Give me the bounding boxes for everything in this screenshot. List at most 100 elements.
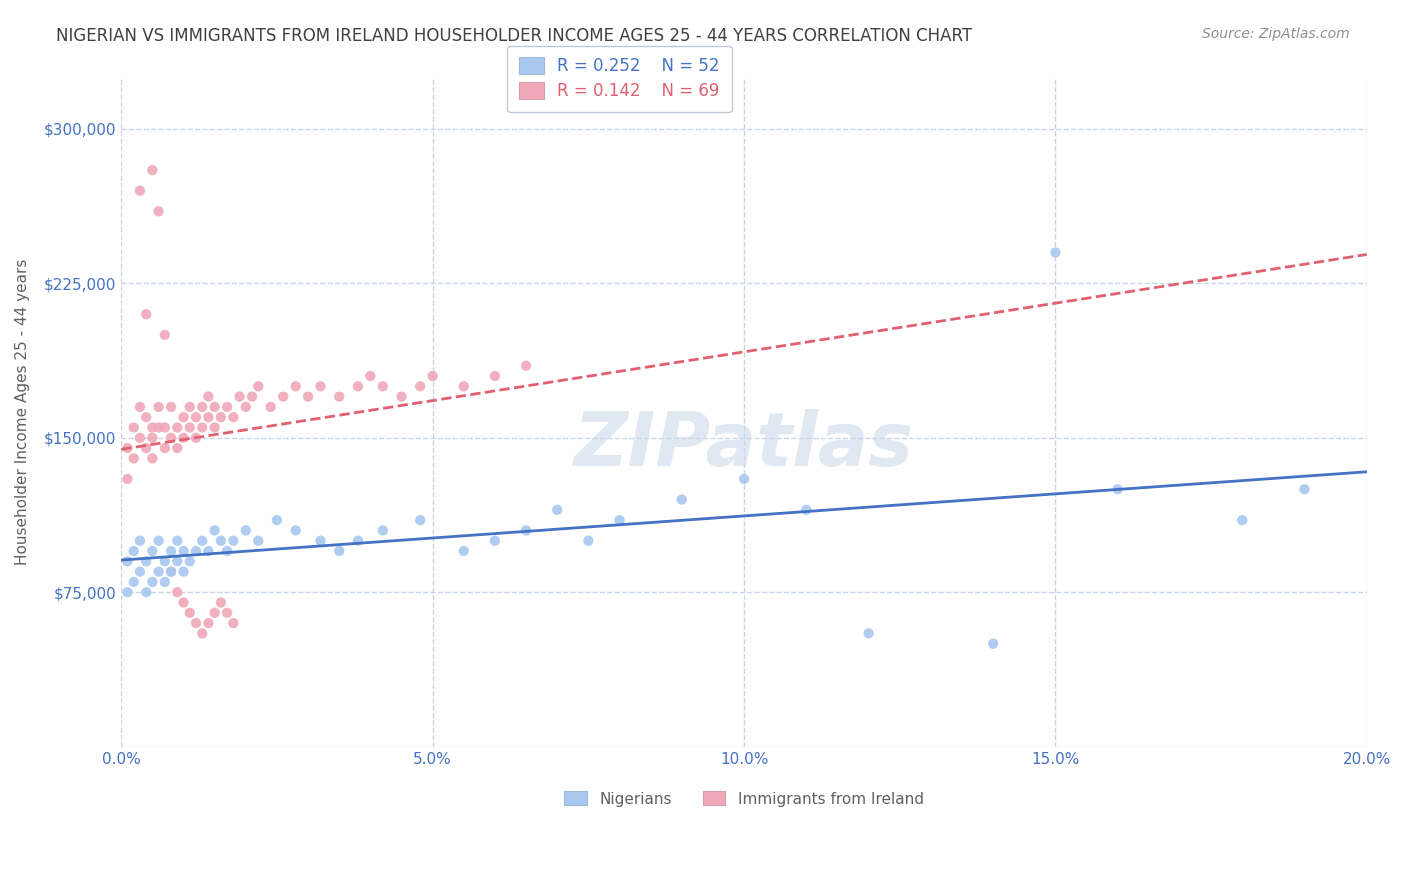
Point [409, 379, 432, 393]
Point [197, 410, 219, 425]
Point [153, 554, 176, 568]
Point [135, 410, 157, 425]
Point [160, 544, 183, 558]
Point [284, 379, 307, 393]
Y-axis label: Householder Income Ages 25 - 44 years: Householder Income Ages 25 - 44 years [15, 259, 30, 566]
Text: NIGERIAN VS IMMIGRANTS FROM IRELAND HOUSEHOLDER INCOME AGES 25 - 44 YEARS CORREL: NIGERIAN VS IMMIGRANTS FROM IRELAND HOUS… [56, 27, 973, 45]
Point [309, 379, 332, 393]
Point [191, 533, 214, 548]
Point [141, 544, 163, 558]
Point [129, 184, 152, 198]
Point [166, 420, 188, 434]
Point [204, 524, 226, 538]
Point [135, 307, 157, 321]
Point [117, 554, 139, 568]
Point [371, 379, 394, 393]
Point [135, 554, 157, 568]
Point [309, 533, 332, 548]
Point [191, 400, 214, 414]
Point [153, 327, 176, 342]
Point [546, 503, 568, 517]
Point [484, 533, 506, 548]
Point [122, 420, 145, 434]
Point [191, 626, 214, 640]
Point [235, 400, 257, 414]
Point [122, 544, 145, 558]
Point [858, 626, 880, 640]
Point [484, 369, 506, 384]
Point [153, 574, 176, 589]
Point [117, 585, 139, 599]
Point [184, 431, 207, 445]
Point [166, 441, 188, 455]
Point [135, 441, 157, 455]
Point [515, 359, 537, 373]
Point [148, 565, 170, 579]
Point [148, 204, 170, 219]
Point [173, 410, 195, 425]
Point [1294, 482, 1316, 496]
Point [671, 492, 693, 507]
Point [153, 420, 176, 434]
Point [260, 400, 283, 414]
Point [141, 420, 163, 434]
Point [209, 533, 232, 548]
Point [148, 400, 170, 414]
Point [184, 544, 207, 558]
Point [184, 410, 207, 425]
Point [166, 533, 188, 548]
Text: ZIPatlas: ZIPatlas [574, 409, 914, 482]
Point [129, 400, 152, 414]
Point [122, 451, 145, 466]
Point [1107, 482, 1129, 496]
Point [209, 595, 232, 609]
Point [347, 533, 370, 548]
Point [197, 544, 219, 558]
Point [204, 400, 226, 414]
Point [141, 451, 163, 466]
Point [173, 595, 195, 609]
Point [247, 379, 270, 393]
Point [1045, 245, 1067, 260]
Point [209, 410, 232, 425]
Point [179, 420, 201, 434]
Text: Source: ZipAtlas.com: Source: ZipAtlas.com [1202, 27, 1350, 41]
Point [453, 544, 475, 558]
Point [453, 379, 475, 393]
Point [141, 574, 163, 589]
Point [204, 606, 226, 620]
Point [148, 420, 170, 434]
Point [217, 400, 239, 414]
Point [160, 431, 183, 445]
Point [166, 554, 188, 568]
Point [166, 585, 188, 599]
Point [222, 616, 245, 631]
Point [141, 163, 163, 178]
Point [981, 637, 1004, 651]
Point [391, 390, 413, 404]
Point [228, 390, 250, 404]
Point [160, 565, 183, 579]
Point [222, 533, 245, 548]
Point [359, 369, 381, 384]
Point [240, 390, 263, 404]
Legend: Nigerians, Immigrants from Ireland: Nigerians, Immigrants from Ireland [558, 785, 929, 813]
Point [129, 565, 152, 579]
Point [191, 420, 214, 434]
Point [1232, 513, 1254, 527]
Point [129, 431, 152, 445]
Point [160, 565, 183, 579]
Point [197, 616, 219, 631]
Point [160, 400, 183, 414]
Point [794, 503, 817, 517]
Point [179, 400, 201, 414]
Point [271, 390, 294, 404]
Point [117, 472, 139, 486]
Point [153, 441, 176, 455]
Point [733, 472, 755, 486]
Point [179, 606, 201, 620]
Point [371, 524, 394, 538]
Point [515, 524, 537, 538]
Point [409, 513, 432, 527]
Point [266, 513, 288, 527]
